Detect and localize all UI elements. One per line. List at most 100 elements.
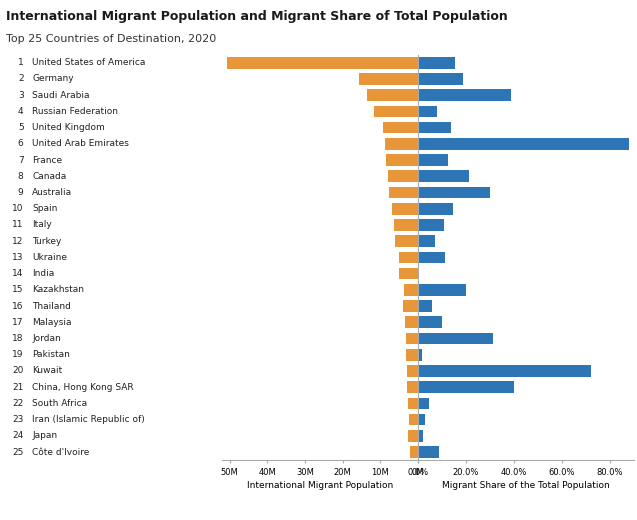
Text: 2: 2 xyxy=(18,74,24,83)
Text: India: India xyxy=(32,269,55,278)
Bar xyxy=(406,349,418,360)
Text: Spain: Spain xyxy=(32,204,57,213)
Text: France: France xyxy=(32,155,62,164)
Text: Japan: Japan xyxy=(32,432,57,440)
Bar xyxy=(418,219,443,231)
Text: 18: 18 xyxy=(12,334,24,343)
Text: 14: 14 xyxy=(12,269,24,278)
Bar xyxy=(408,398,418,409)
Bar xyxy=(399,268,418,279)
X-axis label: Migrant Share of the Total Population: Migrant Share of the Total Population xyxy=(442,481,610,490)
Text: 21: 21 xyxy=(12,383,24,392)
Bar xyxy=(409,414,418,425)
Text: South Africa: South Africa xyxy=(32,399,87,408)
Text: 16: 16 xyxy=(12,302,24,310)
Text: Canada: Canada xyxy=(32,172,66,181)
Bar xyxy=(418,430,424,441)
Bar xyxy=(418,446,439,458)
Text: Turkey: Turkey xyxy=(32,237,62,245)
Bar xyxy=(418,381,514,393)
Text: 10: 10 xyxy=(12,204,24,213)
Bar xyxy=(405,317,418,328)
Text: 3: 3 xyxy=(18,90,24,100)
Bar xyxy=(418,268,419,279)
Bar xyxy=(418,333,493,344)
Bar xyxy=(418,89,511,101)
Bar xyxy=(404,284,418,296)
Bar xyxy=(418,73,463,85)
Bar xyxy=(418,365,591,377)
Text: 11: 11 xyxy=(12,220,24,229)
Text: 9: 9 xyxy=(18,188,24,197)
Text: 13: 13 xyxy=(12,253,24,262)
Text: Ukraine: Ukraine xyxy=(32,253,68,262)
Text: Thailand: Thailand xyxy=(32,302,71,310)
Text: 4: 4 xyxy=(18,107,24,116)
Bar xyxy=(418,252,445,263)
Text: 8: 8 xyxy=(18,172,24,181)
Text: Jordan: Jordan xyxy=(32,334,61,343)
Text: 1: 1 xyxy=(18,58,24,67)
Text: 15: 15 xyxy=(12,285,24,294)
Text: China, Hong Kong SAR: China, Hong Kong SAR xyxy=(32,383,134,392)
Bar xyxy=(375,106,418,117)
Bar xyxy=(418,398,429,409)
Bar xyxy=(418,122,451,134)
Bar xyxy=(403,300,418,312)
Text: United Arab Emirates: United Arab Emirates xyxy=(32,139,129,148)
Text: 7: 7 xyxy=(18,155,24,164)
Text: Saudi Arabia: Saudi Arabia xyxy=(32,90,90,100)
Text: 22: 22 xyxy=(12,399,24,408)
Text: 19: 19 xyxy=(12,350,24,359)
Bar xyxy=(407,365,418,377)
Text: Germany: Germany xyxy=(32,74,74,83)
Text: 12: 12 xyxy=(12,237,24,245)
Bar xyxy=(399,252,418,263)
Bar xyxy=(418,203,453,215)
Bar xyxy=(359,73,418,85)
Bar xyxy=(227,57,418,69)
Text: Russian Federation: Russian Federation xyxy=(32,107,118,116)
Bar xyxy=(418,154,448,166)
Bar xyxy=(418,236,435,247)
Text: 23: 23 xyxy=(12,415,24,424)
Bar xyxy=(418,414,425,425)
Bar xyxy=(394,219,418,231)
Text: 25: 25 xyxy=(12,448,24,457)
Bar xyxy=(418,171,469,182)
Bar xyxy=(408,430,418,441)
Text: United States of America: United States of America xyxy=(32,58,146,67)
Text: 20: 20 xyxy=(12,367,24,375)
Bar xyxy=(386,154,418,166)
Text: 24: 24 xyxy=(12,432,24,440)
Bar xyxy=(388,171,418,182)
Bar xyxy=(418,187,490,198)
Text: Top 25 Countries of Destination, 2020: Top 25 Countries of Destination, 2020 xyxy=(6,34,217,44)
Text: International Migrant Population and Migrant Share of Total Population: International Migrant Population and Mig… xyxy=(6,10,508,23)
Bar xyxy=(396,236,418,247)
Text: Kuwait: Kuwait xyxy=(32,367,62,375)
Bar xyxy=(392,203,418,215)
X-axis label: International Migrant Population: International Migrant Population xyxy=(247,481,393,490)
Text: Kazakhstan: Kazakhstan xyxy=(32,285,84,294)
Text: United Kingdom: United Kingdom xyxy=(32,123,105,132)
Bar xyxy=(418,317,442,328)
Text: 5: 5 xyxy=(18,123,24,132)
Bar xyxy=(418,138,629,150)
Text: 17: 17 xyxy=(12,318,24,327)
Bar xyxy=(383,122,418,134)
Bar xyxy=(418,106,438,117)
Text: Pakistan: Pakistan xyxy=(32,350,70,359)
Text: Iran (Islamic Republic of): Iran (Islamic Republic of) xyxy=(32,415,145,424)
Bar xyxy=(406,333,418,344)
Text: Australia: Australia xyxy=(32,188,73,197)
Bar xyxy=(418,300,432,312)
Bar xyxy=(407,381,418,393)
Bar xyxy=(418,349,422,360)
Text: 6: 6 xyxy=(18,139,24,148)
Bar xyxy=(410,446,418,458)
Bar xyxy=(418,57,455,69)
Bar xyxy=(368,89,418,101)
Text: Côte d'Ivoire: Côte d'Ivoire xyxy=(32,448,90,457)
Text: Italy: Italy xyxy=(32,220,52,229)
